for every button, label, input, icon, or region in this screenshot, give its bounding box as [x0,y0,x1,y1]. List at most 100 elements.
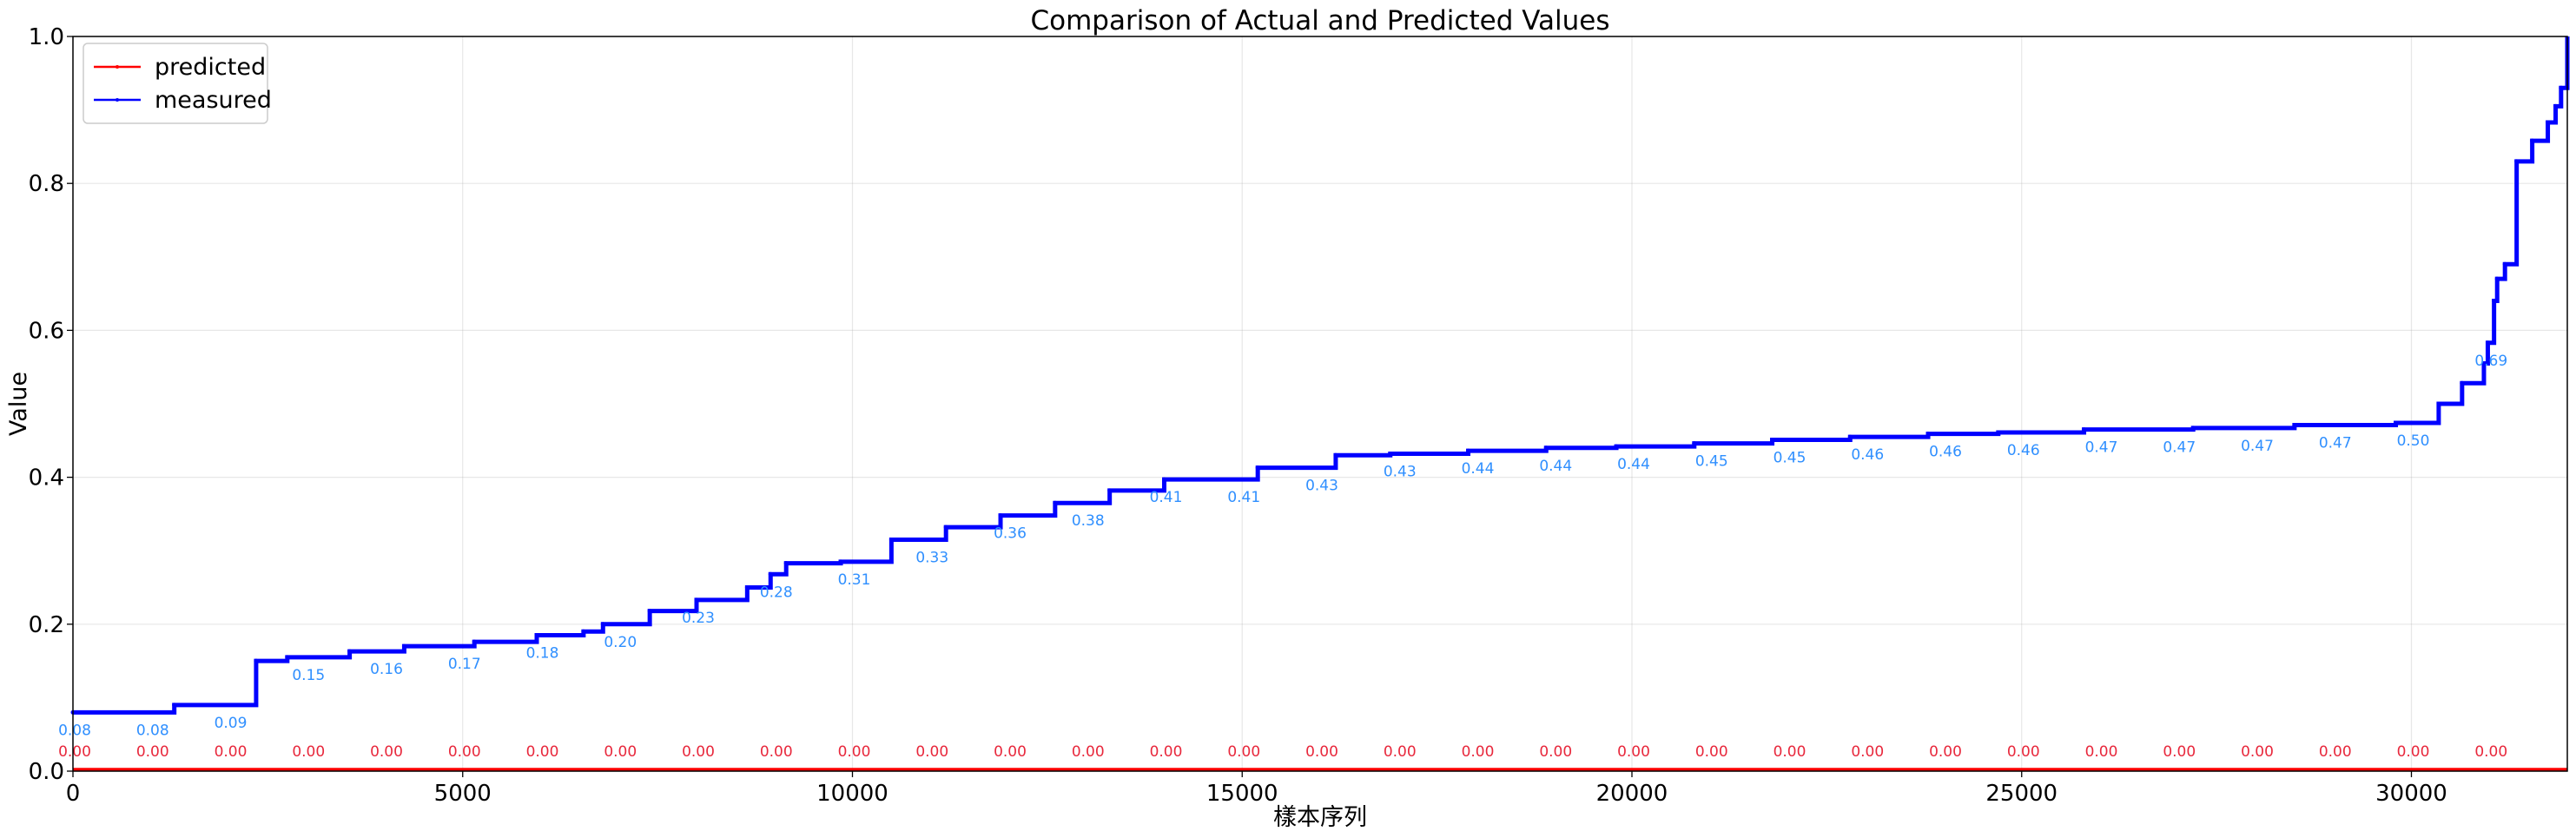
series-measured-point [694,597,699,603]
series-measured-point [744,585,750,590]
data-label-measured: 0.16 [370,661,403,678]
data-label-measured: 0.47 [2163,439,2196,457]
data-label-predicted: 0.00 [2241,743,2274,761]
legend: predicted measured [83,43,272,124]
data-label-predicted: 0.00 [448,743,481,761]
data-label-predicted: 0.00 [915,743,948,761]
series-measured-point [2530,138,2535,143]
chart-title: Comparison of Actual and Predicted Value… [1031,5,1610,36]
plot-frame [72,36,2568,772]
data-label-predicted: 0.00 [760,743,793,761]
series-measured-point [2494,276,2500,281]
x-tick-label: 5000 [434,781,492,807]
data-label-predicted: 0.00 [215,743,248,761]
data-label-predicted: 0.00 [682,743,715,761]
series-measured-point [2190,426,2196,431]
series-measured-point [1543,445,1549,451]
data-label-measured: 0.69 [2474,353,2507,370]
y-tick-label: 0.2 [29,612,64,638]
data-label-predicted: 0.00 [1462,743,1495,761]
series-measured-point [1107,488,1113,493]
data-label-predicted: 0.00 [370,743,403,761]
legend-label-predicted: predicted [155,54,266,81]
data-label-measured: 0.46 [1851,446,1884,464]
data-label-measured: 0.28 [760,584,793,601]
series-measured-point [1692,441,1697,446]
series-measured-point [2546,120,2551,125]
data-label-predicted: 0.00 [1072,743,1105,761]
y-tick-label: 0.4 [29,465,64,492]
series-measured-point [998,513,1003,518]
series-measured-point [172,703,177,708]
data-label-predicted: 0.00 [994,743,1027,761]
series-measured-point [888,538,894,543]
y-tick-label: 0.8 [29,171,64,197]
data-label-predicted: 0.00 [604,743,637,761]
series-measured-point [2481,360,2487,366]
series-measured-point [2460,380,2465,386]
series-measured-point [581,629,586,634]
series-measured-point [2559,85,2564,90]
data-label-measured: 0.08 [136,722,169,739]
data-label-measured: 0.18 [526,644,559,662]
data-label-measured: 0.44 [1539,458,1572,475]
data-label-predicted: 0.00 [1384,743,1417,761]
data-label-predicted: 0.00 [1773,743,1807,761]
data-label-predicted: 0.00 [1929,743,1962,761]
series-measured-point [1925,432,1931,437]
data-label-measured: 0.45 [1773,449,1807,466]
data-label-measured: 0.46 [2007,442,2040,459]
data-label-predicted: 0.00 [1851,743,1884,761]
data-label-measured: 0.08 [58,722,91,739]
data-label-predicted: 0.00 [58,743,91,761]
series-measured-point [534,632,539,637]
data-label-measured: 0.50 [2397,432,2430,450]
data-label-predicted: 0.00 [1539,743,1572,761]
data-label-measured: 0.47 [2241,438,2274,455]
legend-label-measured: measured [155,87,272,114]
series-measured-point [1847,434,1853,439]
data-label-measured: 0.45 [1695,453,1728,471]
series-measured-point [2492,299,2497,304]
series-measured-point [1770,437,1775,442]
series-measured-point [1333,452,1338,458]
data-label-predicted: 0.00 [526,743,559,761]
series-measured-point [401,643,406,649]
series-measured-point [2553,103,2559,109]
data-label-predicted: 0.00 [838,743,871,761]
series-measured-point [838,559,843,564]
data-label-measured: 0.43 [1305,478,1338,495]
data-label-measured: 0.33 [915,550,948,567]
x-tick-label: 20000 [1596,781,1668,807]
series-measured-point [347,649,353,654]
x-axis-label: 樣本序列 [1273,804,1367,831]
data-label-measured: 0.44 [1462,460,1495,478]
data-label-predicted: 0.00 [136,743,169,761]
data-label-measured: 0.43 [1384,464,1417,481]
data-label-measured: 0.20 [604,634,637,651]
series-measured-point [1053,500,1058,505]
data-label-measured: 0.41 [1227,489,1260,506]
data-label-measured: 0.23 [682,610,715,627]
series-measured-point [2485,340,2490,346]
series-measured-point [1255,465,1260,471]
data-label-measured: 0.47 [2319,435,2352,452]
legend-box [83,43,268,124]
data-label-measured: 0.44 [1617,456,1650,473]
data-label-predicted: 0.00 [1227,743,1260,761]
data-label-predicted: 0.00 [2085,743,2118,761]
data-label-measured: 0.47 [2085,439,2118,457]
y-tick-label: 0.0 [29,759,64,785]
series-measured-point [2292,423,2297,428]
data-label-predicted: 0.00 [292,743,325,761]
x-tick-label: 0 [66,781,81,807]
data-label-predicted: 0.00 [2474,743,2507,761]
data-label-measured: 0.17 [448,656,481,673]
data-label-predicted: 0.00 [1150,743,1183,761]
series-measured-point [472,639,477,644]
data-label-predicted: 0.00 [1617,743,1650,761]
data-label-layer: 0.08 0.08 0.09 0.15 0.16 0.17 0.18 0.20 0.23 0.28… [58,353,2507,761]
series-measured-point [1614,444,1619,449]
x-tick-label: 15000 [1206,781,1278,807]
